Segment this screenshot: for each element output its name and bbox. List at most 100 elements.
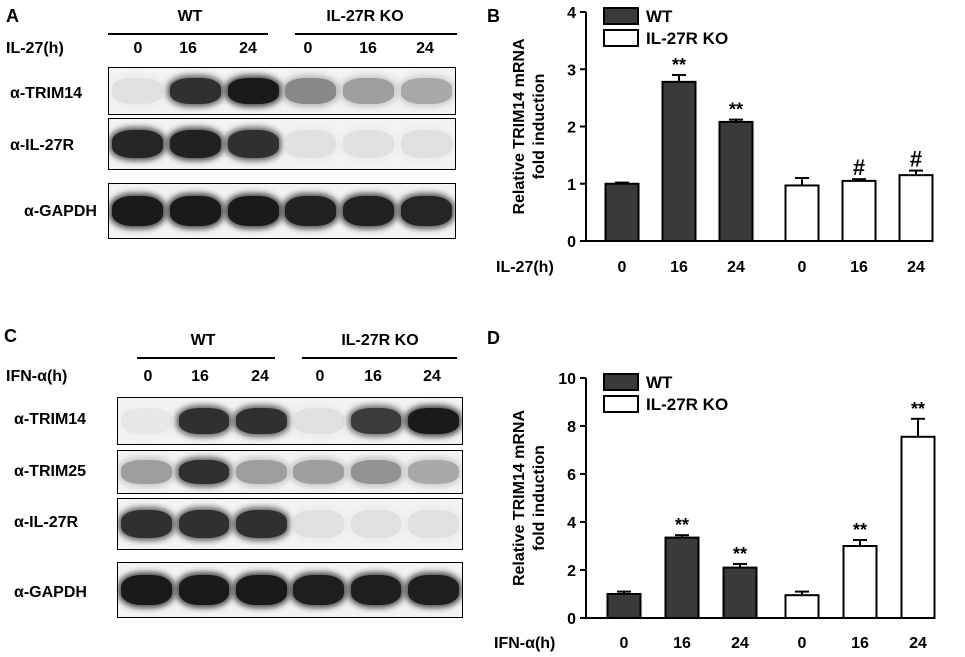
blot-c-1-band-2	[236, 460, 287, 484]
blot-c-1-band-4	[350, 460, 402, 484]
chart-d-legend-swatch-1	[603, 395, 639, 413]
blot-strip-a-il27r	[108, 118, 456, 170]
timepoint-c-2: 24	[251, 368, 269, 385]
chart-b-legend-swatch-0	[603, 7, 639, 25]
blot-c-3-band-0	[121, 575, 172, 605]
blot-c-1-band-1	[178, 460, 230, 484]
chart-d-xtick-label-1-2: 24	[909, 635, 927, 652]
blot-a-2-band-0	[112, 196, 164, 226]
chart-b-xlabel: IL-27(h)	[496, 259, 554, 276]
bar-chart-b: 0 1 2 3 4 Relative TRIM14 mRNA fold induction 0…	[496, 5, 934, 276]
blot-a-2-band-3	[285, 196, 337, 226]
chart-b-ylabel-line-1: fold induction	[531, 74, 548, 180]
chart-d-ylabel-line-0: Relative TRIM14 mRNA	[511, 410, 528, 586]
chart-b-bar-0-1	[661, 80, 697, 242]
blot-strip-c-trim25	[117, 450, 463, 494]
chart-b-ylabel: Relative TRIM14 mRNA fold induction	[511, 38, 548, 214]
blot-label-c-trim14: α-TRIM14	[14, 411, 87, 428]
chart-d-xtick-label-0-0: 0	[620, 635, 629, 652]
chart-d-legend-label-1: IL-27R KO	[646, 395, 728, 414]
panel-label-a: A	[6, 6, 19, 26]
chart-b-legend-label-1: IL-27R KO	[646, 29, 728, 48]
blot-c-0-band-2	[236, 408, 287, 434]
chart-b-bar-1-2	[898, 174, 934, 243]
chart-d-annotation-0-1: **	[675, 515, 689, 535]
chart-d-xtick-label-1-1: 16	[851, 635, 869, 652]
chart-d-bar-0-1	[664, 536, 700, 620]
chart-d-annotation-1-2: **	[911, 399, 925, 419]
panel-label-c: C	[4, 326, 17, 346]
chart-b-legend-swatch-1	[603, 29, 639, 47]
timepoint-a-0: 0	[133, 40, 143, 57]
chart-d-xlabel: IFN-α(h)	[494, 635, 555, 652]
chart-b-annotation-1-2: #	[910, 147, 922, 172]
panel-label-d: D	[487, 328, 500, 348]
chart-b-annotation-1-1: #	[853, 155, 865, 180]
chart-d-xtick-label-0-2: 24	[731, 635, 749, 652]
blot-a-1-band-5	[400, 130, 452, 158]
blot-c-0-band-1	[178, 408, 230, 434]
blot-c-0-band-3	[293, 408, 344, 434]
chart-d-ylabel-line-1: fold induction	[531, 445, 548, 551]
blot-a-2-band-4	[343, 196, 394, 226]
blot-strip-c-gapdh	[117, 562, 463, 618]
blot-c-1-band-5	[408, 460, 459, 484]
chart-d-legend-swatch-0	[603, 373, 639, 391]
chart-b-ytick-label-0: 0	[567, 234, 576, 251]
chart-d-bar-0-2	[722, 566, 758, 620]
chart-b-xtick-label-0-2: 24	[727, 259, 745, 276]
group-line-ko-a	[295, 33, 457, 35]
blot-c-2-band-3	[293, 510, 344, 538]
blot-c-1-band-0	[121, 460, 172, 484]
chart-d-ytick-label-1: 2	[567, 563, 576, 580]
chart-d-ylabel: Relative TRIM14 mRNA fold induction	[511, 410, 548, 586]
blot-a-2-band-1	[170, 196, 221, 226]
chart-d-annotation-1-1: **	[853, 520, 867, 540]
timepoint-c-0: 0	[143, 368, 153, 385]
chart-b-xtick-label-0-1: 16	[670, 259, 688, 276]
chart-b-legend-label-0: WT	[646, 7, 673, 26]
chart-d-bar-1-1	[842, 545, 878, 619]
chart-d-bar-1-2	[900, 435, 936, 619]
treatment-label-a: IL-27(h)	[6, 40, 64, 57]
blot-c-2-band-4	[350, 510, 402, 538]
chart-d-bar-1-0	[784, 594, 820, 620]
timepoint-c-4: 16	[364, 368, 382, 385]
chart-d-ytick-label-0: 0	[567, 611, 576, 628]
blot-c-3-band-4	[350, 575, 402, 605]
blot-c-0-band-0	[121, 408, 172, 434]
blot-c-1-band-3	[293, 460, 344, 484]
blot-a-0-band-0	[112, 78, 164, 104]
blot-a-0-band-3	[285, 78, 337, 104]
blot-label-c-trim25: α-TRIM25	[14, 463, 87, 480]
timepoint-a-3: 0	[303, 40, 313, 57]
chart-b-xtick-label-1-2: 24	[907, 259, 925, 276]
blot-c-2-band-2	[236, 510, 287, 538]
blot-label-c-il27r: α-IL-27R	[14, 514, 79, 531]
group-label-wt-a: WT	[177, 8, 203, 25]
blot-a-0-band-5	[400, 78, 452, 104]
chart-b-xtick-label-1-1: 16	[850, 259, 868, 276]
timepoint-c-3: 0	[315, 368, 325, 385]
timepoint-a-2: 24	[239, 40, 257, 57]
blot-strip-c-il27r	[117, 498, 463, 550]
chart-d-ytick-label-3: 6	[567, 467, 576, 484]
chart-b-ylabel-line-0: Relative TRIM14 mRNA	[511, 38, 528, 214]
blot-a-2-band-5	[400, 196, 452, 226]
blot-c-3-band-3	[293, 575, 344, 605]
chart-d-annotation-0-2: **	[733, 544, 747, 564]
chart-d-xtick-label-1-0: 0	[798, 635, 807, 652]
blot-c-2-band-0	[121, 510, 172, 538]
blot-c-2-band-5	[408, 510, 459, 538]
timepoint-c-5: 24	[423, 368, 441, 385]
blot-a-1-band-2	[227, 130, 279, 158]
chart-b-bar-0-0	[604, 182, 640, 242]
chart-b-ytick-label-2: 2	[567, 120, 576, 137]
chart-d-ytick-label-4: 8	[567, 419, 576, 436]
chart-d-legend-label-0: WT	[646, 373, 673, 392]
group-label-ko-c: IL-27R KO	[341, 332, 419, 349]
chart-b-bar-1-1	[841, 179, 877, 242]
blot-strip-c-trim14	[117, 397, 463, 445]
blot-a-0-band-1	[170, 78, 221, 104]
